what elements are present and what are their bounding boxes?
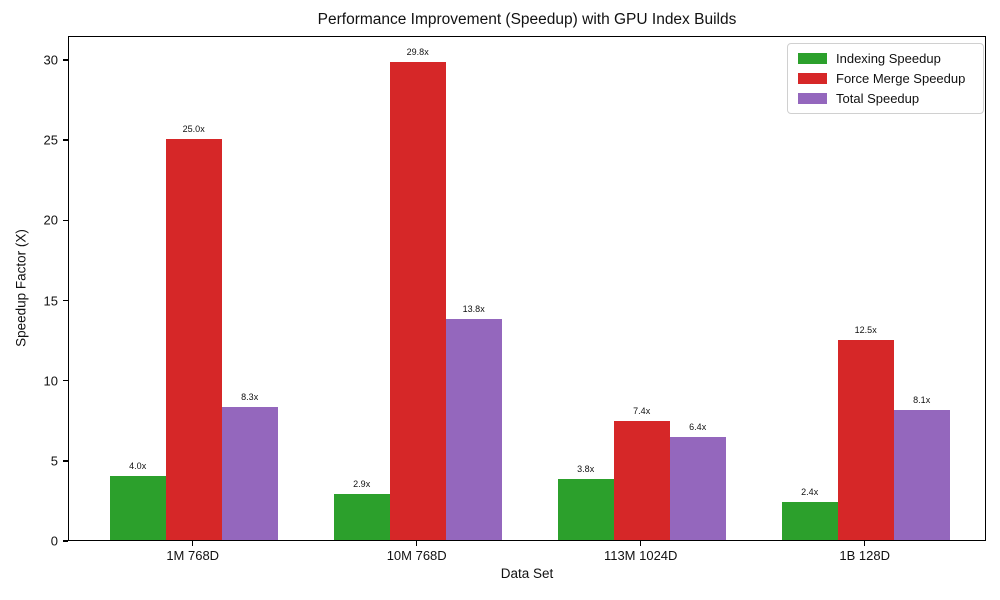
bar-force-merge-speedup-113m-1024d: [613, 421, 670, 540]
y-tick-mark: [63, 139, 68, 141]
bar-value-label: 2.4x: [801, 486, 819, 497]
legend-swatch: [798, 53, 827, 64]
bar-value-label: 8.1x: [913, 395, 931, 406]
x-tick-mark: [415, 541, 418, 546]
bar-total-speedup-1m-768d: [221, 406, 278, 540]
bar-total-speedup-1b-128d: [893, 410, 950, 540]
x-tick-label-113m-1024d: 113M 1024D: [603, 548, 678, 563]
bar-value-label: 29.8x: [406, 47, 429, 58]
legend-label: Force Merge Speedup: [836, 71, 966, 86]
bar-indexing-speedup-113m-1024d: [557, 479, 614, 540]
bar-value-label: 25.0x: [182, 124, 205, 135]
y-tick-label: 10: [43, 373, 58, 389]
bar-indexing-speedup-1b-128d: [781, 501, 838, 540]
bar-total-speedup-113m-1024d: [669, 437, 726, 540]
plot-area: 4.0x 2.9x 3.8x 2.4x 25.0x 29.8x 7.4x 12.5x 8.3x 1…: [68, 36, 986, 541]
legend-label: Indexing Speedup: [836, 51, 941, 66]
bar-value-label: 3.8x: [577, 464, 595, 475]
legend-swatch: [798, 93, 827, 104]
legend-swatch: [798, 73, 827, 84]
y-tick-label: 20: [43, 212, 58, 228]
bar-force-merge-speedup-1m-768d: [165, 139, 222, 540]
bar-value-label: 12.5x: [854, 324, 877, 335]
bar-value-label: 13.8x: [462, 303, 485, 314]
bar-value-label: 4.0x: [129, 460, 147, 471]
y-tick-mark: [63, 59, 68, 61]
x-tick-label-1b-128d: 1B 128D: [839, 548, 890, 563]
chart-title: Performance Improvement (Speedup) with G…: [317, 11, 737, 28]
y-tick-mark: [63, 379, 68, 382]
y-tick-label: 5: [50, 453, 58, 469]
bar-total-speedup-10m-768d: [445, 318, 502, 540]
legend-label: Total Speedup: [836, 91, 920, 106]
y-axis-title: Speedup Factor (X): [13, 229, 29, 347]
x-tick-mark: [191, 541, 194, 546]
bar-force-merge-speedup-1b-128d: [837, 339, 894, 540]
y-tick-label: 0: [50, 533, 58, 549]
y-tick-label: 30: [43, 52, 58, 68]
y-tick-mark: [63, 299, 68, 302]
y-tick-mark: [63, 540, 68, 542]
x-tick-mark: [863, 541, 866, 546]
y-tick-mark: [63, 460, 68, 462]
bar-indexing-speedup-1m-768d: [109, 475, 166, 540]
x-tick-label-10m-768d: 10M 768D: [386, 548, 447, 563]
legend: Indexing Speedup Force Merge Speedup Total…: [787, 43, 984, 114]
bar-value-label: 2.9x: [353, 478, 371, 489]
y-tick-mark: [63, 219, 68, 222]
bar-indexing-speedup-10m-768d: [333, 493, 390, 540]
legend-item-force-merge-speedup: Force Merge Speedup: [798, 71, 973, 86]
bar-value-label: 8.3x: [241, 391, 259, 402]
x-tick-mark: [639, 541, 642, 546]
bar-value-label: 6.4x: [689, 422, 707, 433]
y-tick-label: 15: [43, 293, 58, 309]
x-axis-title: Data Set: [500, 566, 554, 581]
bar-value-label: 7.4x: [633, 406, 651, 417]
x-tick-label-1m-768d: 1M 768D: [166, 548, 220, 563]
legend-item-total-speedup: Total Speedup: [798, 91, 973, 106]
legend-item-indexing-speedup: Indexing Speedup: [798, 51, 973, 66]
bar-force-merge-speedup-10m-768d: [389, 62, 446, 540]
y-tick-label: 25: [43, 132, 58, 148]
